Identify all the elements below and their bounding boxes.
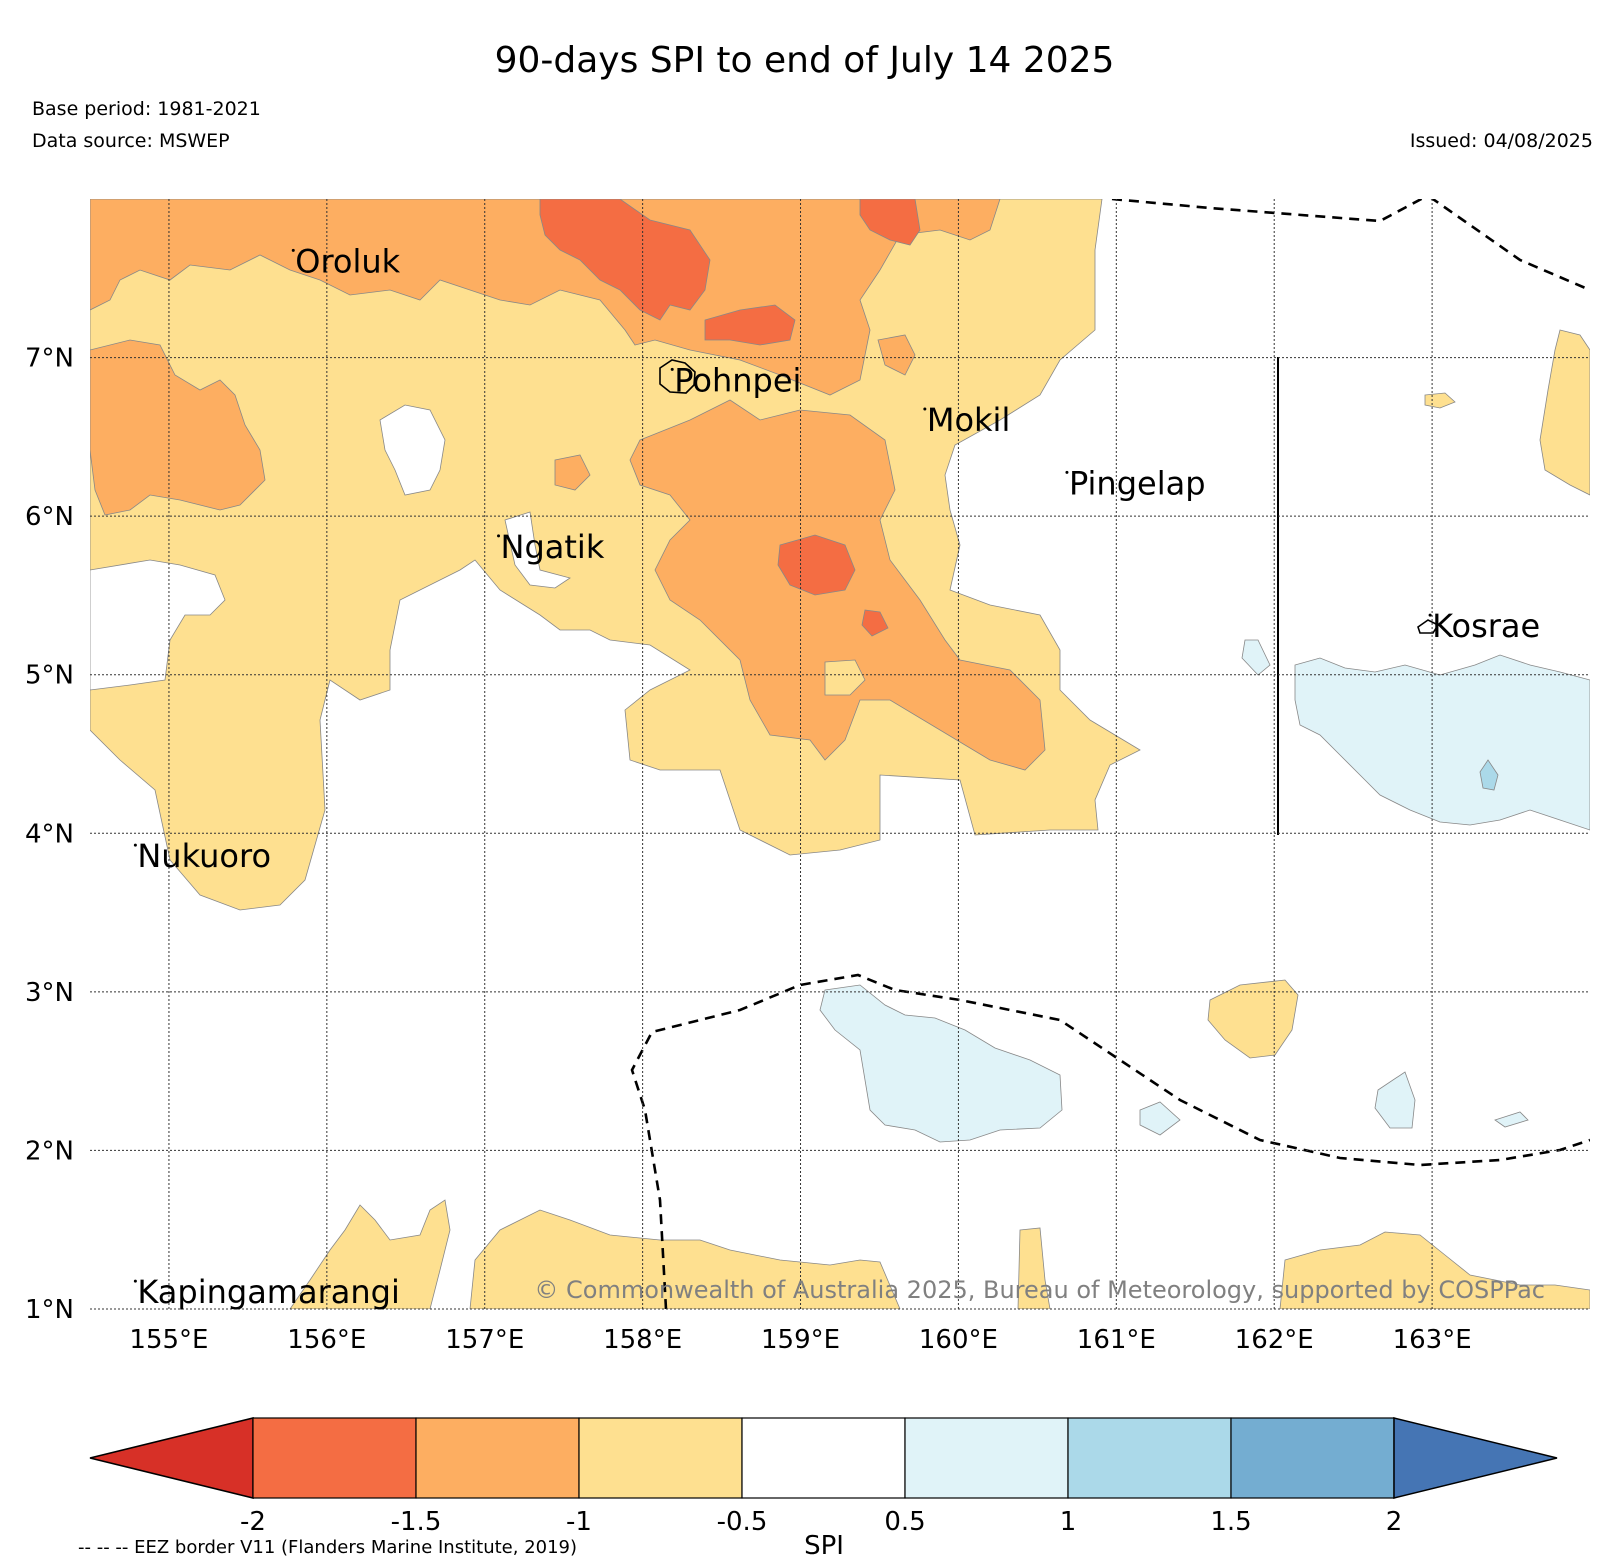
place-label: Kosrae	[1432, 607, 1540, 645]
spi-colorbar: -2 -1.5 -1 -0.5 0.5 1 1.5 2	[89, 1417, 1558, 1537]
lat-tick-label: 2°N	[25, 1136, 74, 1166]
colorbar-tick-label: 1	[1060, 1507, 1077, 1537]
lon-tick-label: 157°E	[445, 1325, 524, 1355]
colorbar-box	[1067, 1417, 1232, 1499]
lat-tick-label: 3°N	[25, 978, 74, 1008]
spi-region-near-normal-hole-2	[504, 511, 571, 589]
colorbar-tick-label: 0.5	[884, 1507, 925, 1537]
lat-tick-label: 1°N	[25, 1295, 74, 1325]
place-marker	[1065, 470, 1069, 474]
spi-region-moderate-dry-inset-2	[877, 334, 916, 376]
land-outlines	[659, 359, 1440, 634]
spi-region-mild-wet-small-3	[1494, 1111, 1529, 1128]
spi-region-mild-dry-east	[1539, 329, 1590, 496]
place-marker	[1428, 613, 1432, 617]
place-label: Pohnpei	[674, 361, 801, 399]
spi-region-severe-dry-3	[859, 199, 921, 246]
spi-region-severe-dry-5	[861, 609, 889, 637]
spi-region-moderate-wet-east	[1479, 759, 1499, 791]
place-marker	[923, 407, 927, 411]
colorbar-tick-label: -1.5	[391, 1507, 442, 1537]
lon-tick-label: 161°E	[1077, 1325, 1156, 1355]
issued-date-label: Issued: 04/08/2025	[1409, 130, 1593, 152]
spi-region-mild-wet-east	[1294, 654, 1590, 831]
colorbar-tick-label: 1.5	[1210, 1507, 1251, 1537]
lon-tick-label: 158°E	[603, 1325, 682, 1355]
lon-tick-label: 155°E	[129, 1325, 208, 1355]
spi-region-moderate-dry-west	[90, 339, 266, 516]
eez-border-note: -- -- -- EEZ border V11 (Flanders Marine…	[78, 1537, 578, 1558]
colorbar-extend-low	[89, 1417, 254, 1499]
spi-region-near-normal-hole-1	[379, 404, 446, 496]
colorbar-extend-high	[1393, 1417, 1558, 1499]
eez-border-south	[630, 973, 1590, 1309]
spi-region-mild-dry-kosrae-n	[1424, 392, 1456, 409]
colorbar-tick-label: -0.5	[717, 1507, 768, 1537]
map-title: 90-days SPI to end of July 14 2025	[494, 40, 1115, 81]
kosrae-outline	[1417, 619, 1440, 634]
colorbar-box	[578, 1417, 743, 1499]
spi-region-mild-dry-inset-1	[824, 659, 866, 696]
spi-region-severe-dry-2	[704, 304, 796, 346]
spi-fields	[90, 199, 1590, 1309]
place-marker	[670, 367, 674, 371]
place-marker	[497, 534, 501, 538]
spi-region-mild-dry-south-4	[1279, 1231, 1590, 1309]
colorbar-tick-label: -2	[240, 1507, 266, 1537]
spi-region-mild-wet-small-2	[1374, 1071, 1416, 1129]
place-label: Pingelap	[1069, 464, 1206, 502]
lon-tick-label: 163°E	[1393, 1325, 1472, 1355]
copyright-text: © Commonwealth of Australia 2025, Bureau…	[534, 1276, 1545, 1304]
spi-region-mild-wet-kosrae-w	[1241, 639, 1271, 676]
colorbar-box	[415, 1417, 580, 1499]
base-period-label: Base period: 1981-2021	[32, 98, 261, 120]
place-labels: Oroluk Pohnpei Mokil Pingelap Ngatik Kosrae Nu…	[133, 242, 1540, 1311]
spi-region-mild-wet-small-1	[1139, 1101, 1181, 1136]
place-marker	[133, 1279, 137, 1283]
colorbar-tick-label: 2	[1386, 1507, 1403, 1537]
spi-region-severe-dry-4	[777, 534, 856, 596]
spi-region-moderate-dry-inset-1	[554, 454, 591, 491]
spi-region-near-normal-hole-3	[90, 559, 226, 691]
eez-border-north	[1111, 199, 1425, 223]
colorbar-box	[1230, 1417, 1395, 1499]
place-label: Nukuoro	[137, 837, 271, 875]
spi-region-mild-dry-south-2	[469, 1209, 901, 1309]
spi-region-moderate-dry-north	[90, 199, 1001, 396]
colorbar-box	[904, 1417, 1069, 1499]
spi-region-mild-dry-south-3	[1017, 1227, 1051, 1309]
place-marker	[133, 843, 137, 847]
place-label: Kapingamarangi	[137, 1273, 399, 1311]
eez-borders	[630, 199, 1590, 1309]
lon-tick-label: 162°E	[1235, 1325, 1314, 1355]
colorbar-box	[741, 1417, 906, 1499]
spi-region-mild-wet-south	[819, 984, 1063, 1143]
spi-region-mild-dry-south	[289, 1199, 451, 1309]
lat-tick-label: 5°N	[25, 661, 74, 691]
lon-tick-label: 156°E	[287, 1325, 366, 1355]
colorbar-box	[252, 1417, 417, 1499]
pohnpei-outline	[659, 359, 696, 394]
place-marker	[291, 248, 295, 252]
lat-tick-label: 7°N	[25, 344, 74, 374]
place-label: Ngatik	[501, 528, 605, 566]
map-tick-labels: 155°E 156°E 157°E 158°E 159°E 160°E 161°E 162°E…	[25, 344, 1472, 1355]
spi-region-severe-dry-1	[539, 199, 711, 321]
lon-tick-label: 160°E	[919, 1325, 998, 1355]
eez-border-north-east	[1430, 199, 1590, 292]
lat-tick-label: 6°N	[25, 502, 74, 532]
data-source-label: Data source: MSWEP	[32, 130, 230, 152]
place-label: Oroluk	[295, 242, 400, 280]
place-label: Mokil	[927, 401, 1011, 439]
colorbar-label: SPI	[804, 1531, 844, 1561]
lon-tick-label: 159°E	[761, 1325, 840, 1355]
colorbar-tick-label: -1	[566, 1507, 592, 1537]
spi-region-mild-dry-se	[1207, 979, 1299, 1059]
lat-tick-label: 4°N	[25, 819, 74, 849]
map-gridlines	[90, 199, 1590, 1310]
